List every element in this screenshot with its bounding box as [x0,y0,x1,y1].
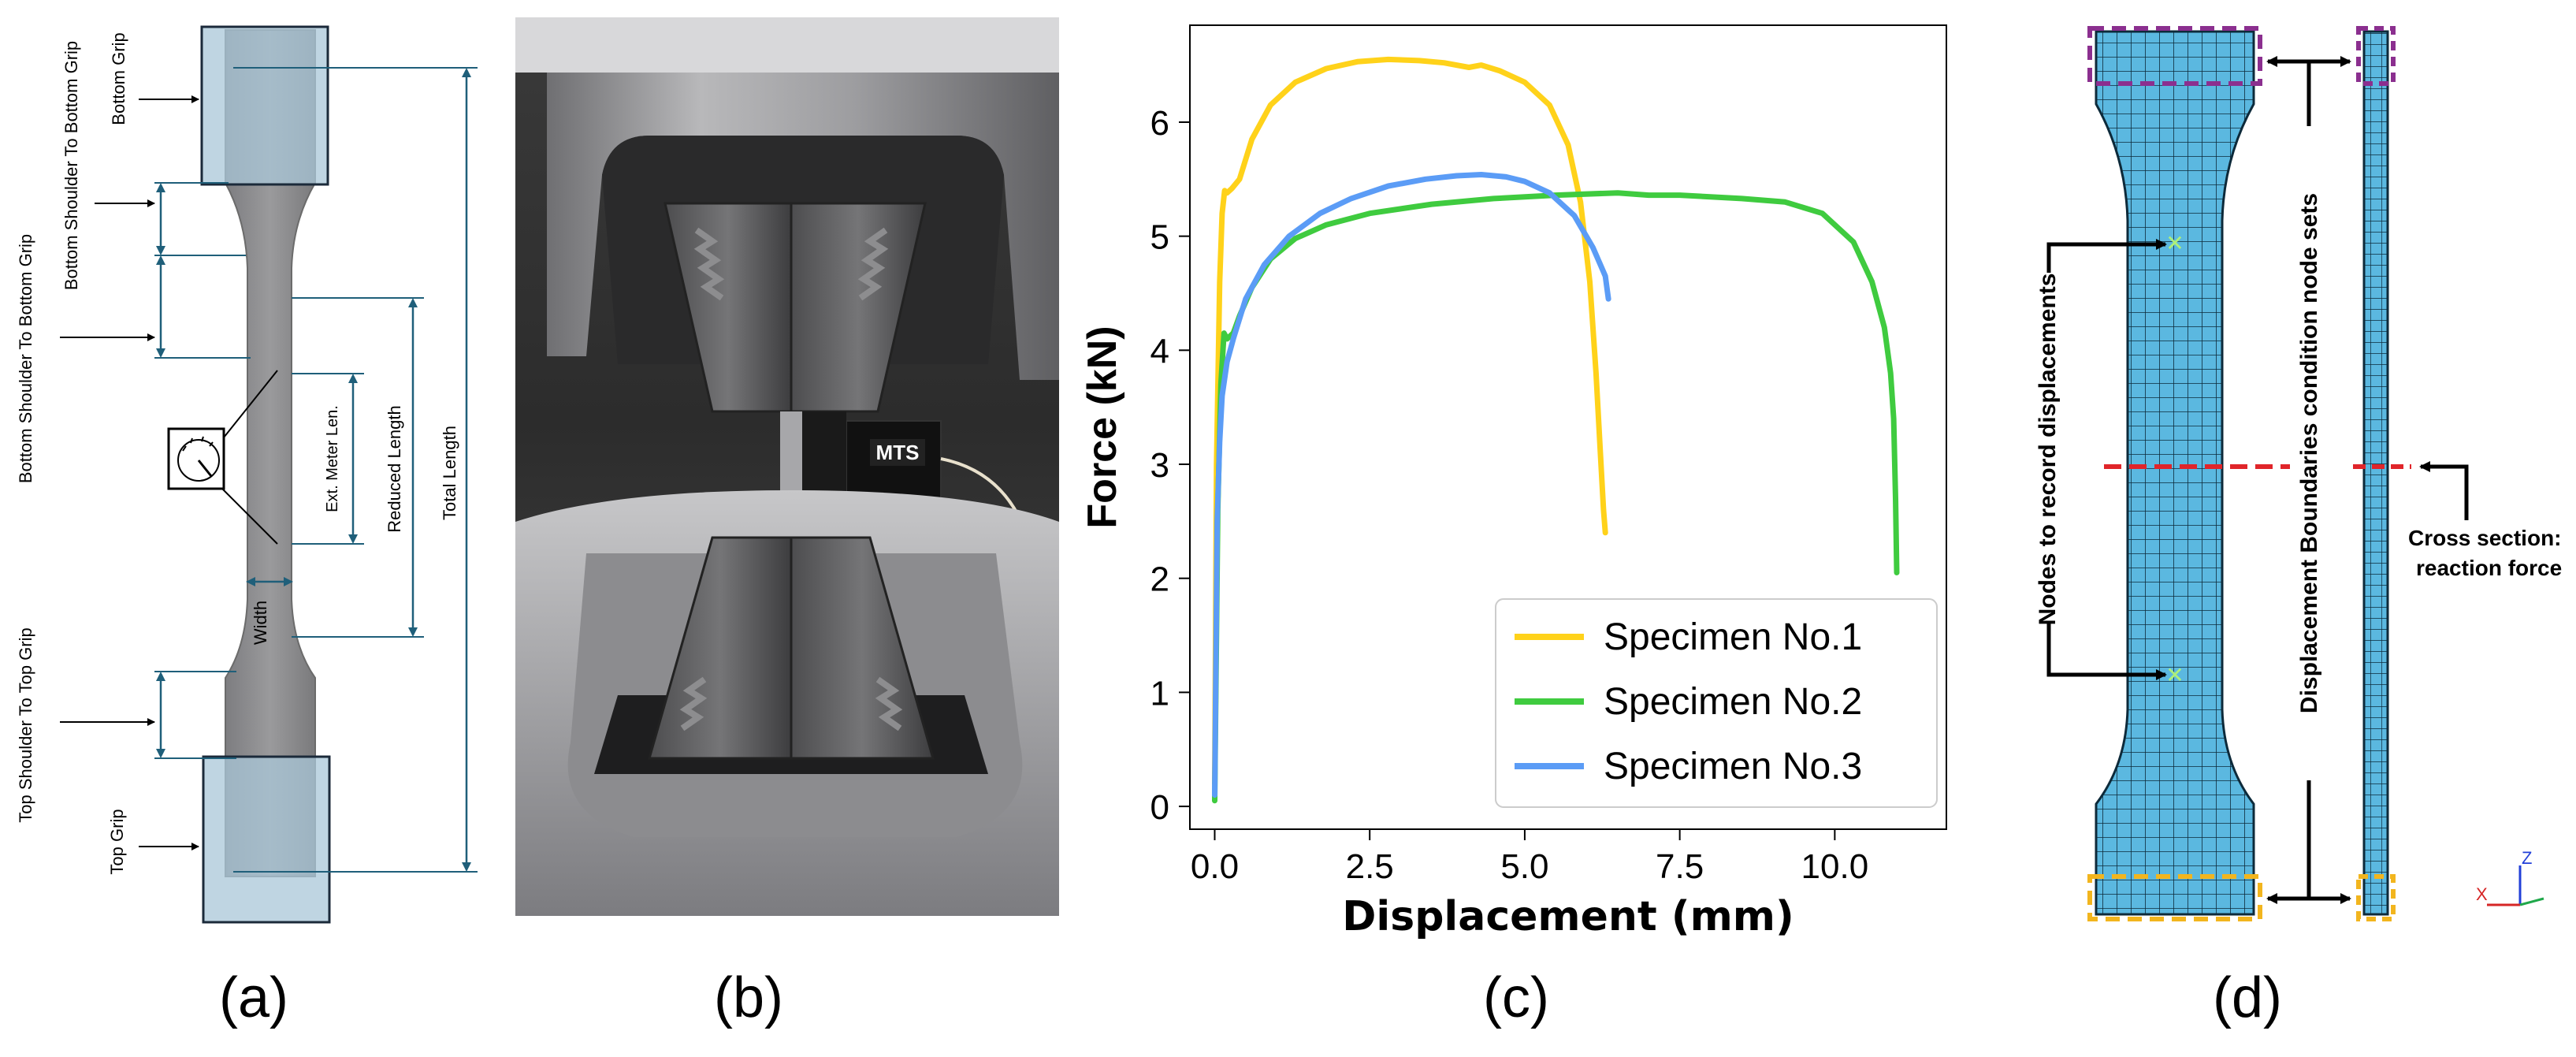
series-line-3 [1212,172,1611,798]
force-displacement-chart: 0.0 2.5 5.0 7.5 10.0 0 1 2 3 4 5 6 Displacement (m… [1080,24,1947,940]
top-shoulder-label: Top Shoulder To Top Grip [16,627,35,822]
bc-label: Displacement Boundaries condition node s… [2296,193,2322,713]
y-axis-label: Force (kN) [1080,326,1125,528]
y-tick-label: 6 [1150,104,1169,143]
mesh-specimen-side [2362,30,2389,916]
upper-grip-housing [547,73,1059,380]
cross-section-label-1: Cross section: [2408,526,2562,550]
y-tick-label: 1 [1150,674,1169,713]
cross-section-label-2: reaction force [2416,556,2562,580]
y-tick-label: 0 [1150,788,1169,827]
x-tick-label: 0.0 [1191,847,1239,886]
y-tick-label: 4 [1150,332,1169,370]
upper-jaw-right [790,202,927,413]
width-label: Width [251,601,270,645]
legend-label-1: Specimen No.1 [1604,616,1862,658]
top-grip-box [202,755,331,924]
x-tick-label: 2.5 [1346,847,1394,886]
bottom-grip-box [200,25,329,186]
panel-d-fe-mesh: ✕ ✕ Nodes to record displacements Displa… [2035,26,2562,921]
bottom-grip-label: Bottom Grip [109,32,128,125]
bottom-shoulder-label-2: Bottom Shoulder To Bottom Grip [16,234,35,483]
axis-x-label: X [2476,884,2488,904]
extensometer-brand: MTS [876,441,920,464]
reduced-length-label: Reduced Length [385,405,404,532]
x-tick-label: 10.0 [1801,847,1869,886]
coordinate-triad: Z X [2476,848,2544,906]
panel-label-c: (c) [1483,966,1549,1029]
legend: Specimen No.1 Specimen No.2 Specimen No.3 [1495,598,1938,808]
top-grip-label: Top Grip [107,809,127,874]
top-bc-node-set-side [2356,26,2396,86]
lower-jaw-right [790,536,935,760]
node-marker-upper: ✕ [2165,231,2184,255]
bottom-bc-node-set-side [2356,874,2396,921]
series-line-2 [1212,190,1900,804]
x-tick-label: 7.5 [1656,847,1704,886]
panel-label-a: (a) [219,966,288,1029]
bottom-shoulder-label-1: Bottom Shoulder To Bottom Grip [61,41,81,290]
mesh-specimen-front [2095,30,2255,916]
plot-frame [1189,24,1947,830]
panel-a-specimen-diagram: Total Length Reduced Length Ext. Meter L… [16,25,478,924]
y-tick-label: 5 [1150,218,1169,257]
node-marker-lower: ✕ [2165,663,2184,687]
x-axis-label: Displacement (mm) [1342,893,1794,940]
panel-label-d: (d) [2213,966,2282,1029]
series-line-1 [1212,56,1608,787]
total-length-label: Total Length [440,426,459,520]
legend-label-2: Specimen No.2 [1604,681,1862,723]
bottom-bc-node-set [2087,874,2262,921]
legend-box [1495,598,1938,808]
panel-b-test-photo: MTS [515,17,1059,916]
nodes-label: Nodes to record displacements [2035,274,2061,626]
y-tick-label: 3 [1150,446,1169,485]
ext-meter-label: Ext. Meter Len. [324,405,341,512]
x-tick-label: 5.0 [1500,847,1548,886]
legend-label-3: Specimen No.3 [1604,746,1862,787]
panel-label-b: (b) [714,966,783,1029]
axis-z-label: Z [2522,848,2532,868]
y-tick-label: 2 [1150,560,1169,599]
top-bc-node-set [2087,26,2262,86]
